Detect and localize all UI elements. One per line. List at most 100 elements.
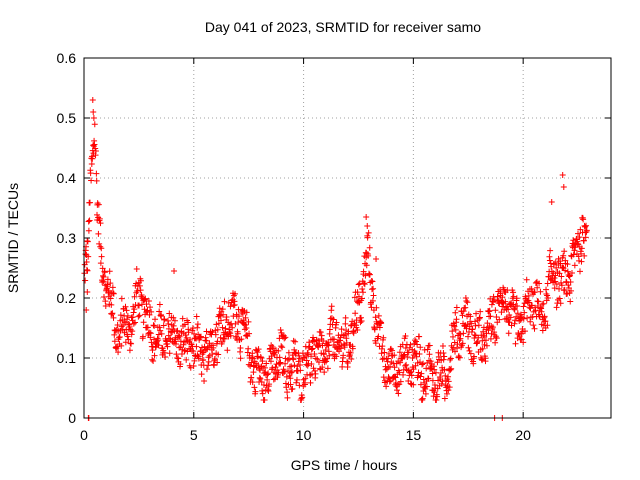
data-point [228, 297, 235, 304]
data-point [459, 340, 466, 347]
data-point [342, 331, 349, 338]
data-point [514, 303, 521, 310]
data-point [321, 369, 328, 376]
data-point [493, 313, 500, 320]
data-point [583, 222, 590, 229]
data-point [443, 390, 450, 397]
data-point [185, 319, 192, 326]
data-point [339, 363, 346, 370]
data-point [196, 334, 203, 341]
data-point [94, 211, 101, 218]
data-point [468, 320, 475, 327]
data-point [223, 314, 230, 321]
data-point [417, 373, 424, 380]
data-point [542, 318, 549, 325]
data-point [131, 293, 138, 300]
data-point [156, 324, 163, 331]
data-point [538, 308, 545, 315]
data-point [252, 388, 259, 395]
data-point [91, 141, 98, 148]
data-point [556, 270, 563, 277]
data-point [84, 237, 91, 244]
data-point [264, 376, 271, 383]
data-point [552, 259, 559, 266]
data-point [106, 268, 113, 275]
data-point [583, 227, 590, 234]
data-point [269, 364, 276, 371]
data-point [582, 234, 589, 241]
data-point [497, 290, 504, 297]
data-point [383, 383, 390, 390]
data-point [396, 349, 403, 356]
data-point [467, 350, 474, 357]
data-point [531, 325, 538, 332]
data-point [235, 319, 242, 326]
x-axis-label: GPS time / hours [291, 457, 398, 473]
data-point [245, 318, 252, 325]
data-point [535, 298, 542, 305]
data-point [396, 369, 403, 376]
data-point [193, 343, 200, 350]
data-point [328, 315, 335, 322]
data-point [325, 342, 332, 349]
data-point [89, 155, 96, 162]
data-point [475, 322, 482, 329]
data-point [392, 374, 399, 381]
data-point [282, 334, 289, 341]
data-point [201, 377, 208, 384]
data-point [139, 333, 146, 340]
data-point [552, 272, 559, 279]
data-point [202, 334, 209, 341]
data-point [562, 267, 569, 274]
data-point [99, 265, 106, 272]
data-point [289, 385, 296, 392]
data-point [90, 115, 97, 121]
data-point [365, 252, 372, 259]
data-point [520, 339, 527, 346]
data-point [165, 332, 172, 339]
data-point [310, 365, 317, 372]
data-point [219, 339, 226, 346]
data-point [470, 360, 477, 367]
data-point [289, 368, 296, 375]
data-point [511, 320, 518, 327]
data-point [477, 308, 484, 315]
data-point [360, 289, 367, 296]
data-point [559, 172, 566, 178]
data-point [420, 360, 427, 367]
data-point [287, 375, 294, 382]
data-points [81, 97, 590, 421]
data-point [506, 319, 513, 326]
data-point [180, 341, 187, 348]
data-point [564, 268, 571, 275]
data-point [400, 352, 407, 359]
x-tick-label: 20 [515, 427, 531, 443]
data-point [574, 230, 581, 237]
data-point [212, 331, 219, 338]
data-point [224, 347, 231, 354]
data-point [95, 201, 102, 208]
data-point [83, 259, 90, 265]
data-point [354, 289, 361, 296]
data-point [88, 160, 95, 167]
data-point [255, 362, 262, 369]
data-point [397, 378, 404, 385]
data-point [96, 215, 103, 222]
data-point [259, 390, 266, 397]
data-point [171, 268, 178, 274]
data-point [263, 360, 270, 367]
data-point [427, 358, 434, 365]
y-tick-label: 0.3 [57, 230, 77, 246]
data-point [482, 337, 489, 344]
data-point [110, 290, 117, 297]
data-point [173, 351, 180, 358]
data-point [265, 370, 272, 377]
data-point [331, 336, 338, 343]
data-point [125, 336, 132, 343]
data-point [574, 240, 581, 247]
data-point [510, 289, 517, 296]
data-point [531, 289, 538, 296]
data-point [316, 340, 323, 347]
data-point [296, 382, 303, 389]
data-point [127, 326, 134, 333]
